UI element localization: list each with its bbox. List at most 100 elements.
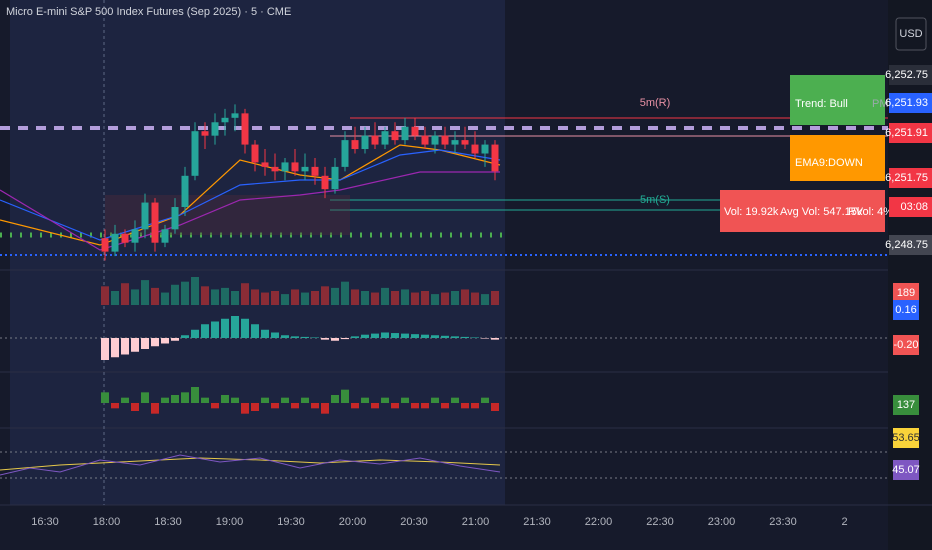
- delta-bar: [291, 403, 299, 409]
- currency-box[interactable]: [895, 17, 927, 51]
- resistance-label: 5m(R): [640, 97, 671, 109]
- macd-bar: [431, 335, 439, 338]
- delta-bar: [211, 403, 219, 409]
- macd-bar: [161, 338, 169, 344]
- volume-bar: [381, 287, 389, 305]
- indicator-tag: 53.65: [892, 432, 920, 444]
- volume-bar: [401, 289, 409, 305]
- time-label: 21:00: [462, 516, 490, 528]
- volume-bar: [271, 291, 279, 305]
- time-label: 20:30: [400, 516, 428, 528]
- delta-bar: [421, 403, 429, 409]
- price-tag: 03:08: [900, 201, 928, 213]
- macd-bar: [121, 338, 129, 355]
- macd-bar: [371, 333, 379, 338]
- delta-bar: [231, 397, 239, 403]
- rsi-ma: [0, 457, 501, 471]
- macd-bar: [271, 332, 279, 338]
- candle-body: [491, 144, 499, 172]
- volume-bar: [131, 289, 139, 305]
- candle-body: [141, 202, 149, 230]
- macd-bar: [231, 316, 239, 338]
- volume-box: [720, 190, 885, 232]
- candle-body: [421, 135, 429, 145]
- volume-bar: [251, 289, 259, 305]
- volume-bar: [441, 292, 449, 305]
- volume-bar: [101, 286, 109, 305]
- macd-bar: [441, 335, 449, 338]
- delta-bar: [471, 403, 479, 409]
- volume-bar: [371, 292, 379, 305]
- volume-bar: [211, 289, 219, 305]
- delta-bar: [131, 403, 139, 411]
- indicator-tag: -0.20: [893, 339, 918, 351]
- volume-bar: [331, 287, 339, 305]
- volume-bar: [391, 291, 399, 305]
- time-label: 19:00: [216, 516, 244, 528]
- rsi: [0, 454, 501, 476]
- delta-bar: [381, 397, 389, 403]
- macd-bar: [491, 338, 499, 340]
- price-tag: 6,248.75: [885, 239, 928, 251]
- candle-body: [441, 135, 449, 145]
- volume-bar: [461, 289, 469, 305]
- delta-bar: [111, 403, 119, 409]
- volume-bar: [321, 286, 329, 305]
- volume-bar: [451, 291, 459, 305]
- macd-bar: [481, 338, 489, 339]
- indicator-tag-bg: [893, 395, 919, 415]
- price-scale: [888, 0, 932, 550]
- delta-bar: [461, 403, 469, 409]
- volume-bar: [111, 291, 119, 305]
- candle-body: [381, 131, 389, 145]
- candle-body: [461, 140, 469, 145]
- macd-bar: [381, 332, 389, 338]
- candle-body: [451, 140, 459, 145]
- indicator-tag: 0.16: [895, 304, 916, 316]
- delta-bar: [141, 392, 149, 403]
- volume-bar: [181, 281, 189, 305]
- volume-bar: [201, 286, 209, 305]
- macd-bar: [261, 329, 269, 338]
- volume-bar: [471, 292, 479, 305]
- delta-bar: [321, 403, 329, 414]
- candle-body: [351, 140, 359, 150]
- candle-body: [241, 113, 249, 145]
- delta-bar: [301, 397, 309, 403]
- price-tag-bg: [889, 93, 932, 113]
- macd-bar: [401, 333, 409, 338]
- candle-body: [251, 144, 259, 163]
- macd-bar: [391, 333, 399, 338]
- delta-bar: [201, 397, 209, 403]
- indicator-tag-bg: [893, 335, 919, 355]
- delta-bar: [241, 403, 249, 414]
- macd-bar: [191, 329, 199, 338]
- candle-body: [371, 135, 379, 145]
- macd-bar: [141, 338, 149, 349]
- indicator-tag-bg: [893, 283, 919, 303]
- volume-bar: [291, 289, 299, 305]
- delta-bar: [281, 397, 289, 403]
- delta-bar: [271, 403, 279, 409]
- delta-bar: [401, 397, 409, 403]
- time-label: 18:00: [93, 516, 121, 528]
- macd-bar: [321, 338, 329, 340]
- chart-title: Micro E-mini S&P 500 Index Futures (Sep …: [6, 6, 291, 18]
- delta-bar: [101, 392, 109, 403]
- volume-bar: [191, 277, 199, 305]
- macd-bar: [101, 338, 109, 360]
- macd-bar: [341, 338, 349, 340]
- time-label: 16:30: [31, 516, 59, 528]
- macd-bar: [171, 338, 179, 341]
- delta-bar: [161, 397, 169, 403]
- macd-bar: [181, 335, 189, 338]
- macd-bar: [421, 334, 429, 338]
- indicator-tag-bg: [893, 300, 919, 320]
- delta-bar: [451, 397, 459, 403]
- candle-body: [391, 131, 399, 141]
- session-shade: [10, 0, 505, 505]
- macd-bar: [411, 334, 419, 338]
- delta-bar: [151, 403, 159, 414]
- volume-bar: [431, 294, 439, 305]
